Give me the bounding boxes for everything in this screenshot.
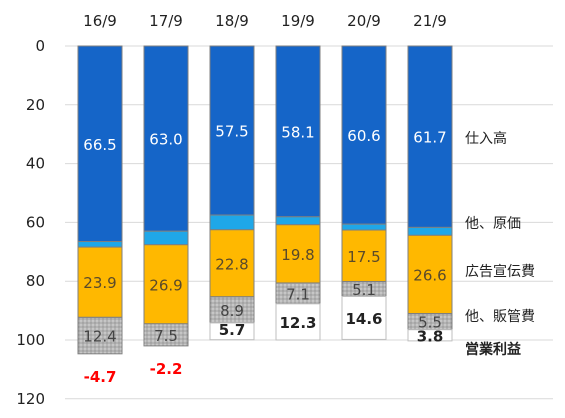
data-label: 61.7: [413, 129, 446, 147]
data-label: 23.9: [83, 274, 116, 292]
category-label: 20/9: [347, 12, 381, 30]
category-label: 16/9: [83, 12, 117, 30]
data-label: 66.5: [83, 136, 116, 154]
data-label: 57.5: [215, 123, 248, 141]
y-tick-label: 20: [26, 96, 45, 114]
y-axis: 0 20 40 60 80 100 120: [16, 37, 45, 408]
profit-label-negative: -2.2: [150, 360, 183, 378]
data-label: 26.9: [149, 276, 182, 294]
x-axis-categories: 16/9 17/9 18/9 19/9 20/9 21/9: [83, 12, 447, 30]
legend-entry: 営業利益: [465, 341, 521, 358]
segment-purchases: [143, 45, 189, 232]
data-label: 63.0: [149, 131, 182, 149]
segment-other-cost: [209, 214, 255, 231]
data-label: 22.8: [215, 255, 248, 273]
profit-label: 3.8: [417, 328, 444, 346]
bars: 66.5 23.9 12.4 -4.7 63.0 26.9 7.5 -2.2 57.5 22.8 8…: [77, 45, 453, 386]
segment-other-sga: [77, 316, 123, 355]
data-label: 58.1: [281, 123, 314, 141]
segment-other-cost: [77, 241, 123, 248]
y-tick-label: 60: [26, 213, 45, 231]
data-label: 8.9: [220, 302, 244, 320]
segment-advertising: [407, 234, 453, 315]
data-label: 60.6: [347, 127, 380, 145]
segment-operating-profit: [407, 329, 453, 342]
y-tick-label: 0: [35, 37, 45, 55]
segment-other-sga: [143, 323, 189, 347]
bar-stack: 63.0 26.9 7.5 -2.2: [143, 45, 189, 378]
profit-label: 12.3: [279, 314, 316, 332]
bar-stack: 57.5 22.8 8.95.7: [209, 45, 255, 341]
bar-stack: 61.7 26.6 5.53.8: [407, 45, 453, 346]
y-tick-label: 100: [16, 331, 45, 349]
segment-advertising: [143, 244, 189, 325]
segment-advertising: [209, 229, 255, 298]
profit-label: 14.6: [345, 310, 382, 328]
data-label: 17.5: [347, 248, 380, 266]
profit-label-negative: -4.7: [84, 368, 117, 386]
y-tick-label: 120: [16, 390, 45, 408]
data-label: 5.5: [418, 314, 442, 332]
segment-operating-profit: [341, 295, 387, 340]
category-label: 18/9: [215, 12, 249, 30]
bar-stack: 60.6 17.5 5.1 14.6: [341, 45, 387, 340]
data-label: 19.8: [281, 246, 314, 264]
segment-purchases: [209, 45, 255, 216]
category-label: 19/9: [281, 12, 315, 30]
legend-entry: 仕入高: [465, 130, 507, 147]
bar-stack: 58.1 19.8 7.1 12.3: [275, 45, 321, 341]
y-tick-label: 40: [26, 155, 45, 173]
legend-entry: 他、原価: [465, 216, 521, 232]
profit-label: 5.7: [219, 321, 246, 339]
segment-operating-profit: [209, 322, 255, 341]
data-label: 5.1: [352, 281, 376, 299]
data-label: 26.6: [413, 266, 446, 284]
legend-entry: 広告宣伝費: [465, 264, 535, 280]
segment-other-cost: [407, 226, 453, 236]
y-tick-label: 80: [26, 272, 45, 290]
data-label: 7.1: [286, 285, 310, 303]
legend-entry: 他、販管費: [465, 309, 535, 325]
category-label: 17/9: [149, 12, 183, 30]
segment-operating-profit: [275, 303, 321, 341]
data-label: 12.4: [83, 328, 116, 346]
segment-purchases: [275, 45, 321, 218]
segment-other-cost: [143, 230, 189, 246]
category-label: 21/9: [413, 12, 447, 30]
segment-purchases: [341, 45, 387, 225]
segment-other-cost: [275, 216, 321, 226]
segment-advertising: [341, 229, 387, 282]
data-label: 7.5: [154, 327, 178, 345]
segment-advertising: [77, 246, 123, 318]
segment-purchases: [407, 45, 453, 228]
segment-other-cost: [341, 223, 387, 231]
bar-stack: 66.5 23.9 12.4 -4.7: [77, 45, 123, 386]
